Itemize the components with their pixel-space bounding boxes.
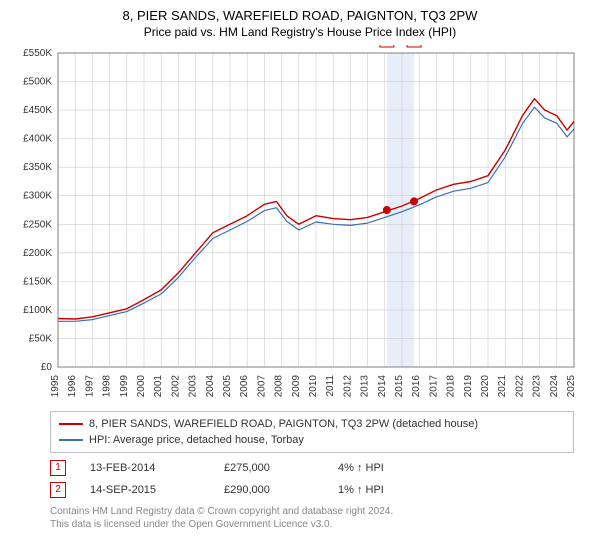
svg-text:2000: 2000	[136, 375, 147, 398]
svg-text:£400K: £400K	[23, 134, 52, 145]
svg-text:2024: 2024	[549, 375, 560, 398]
svg-text:2005: 2005	[222, 375, 233, 398]
legend-label: HPI: Average price, detached house, Torb…	[89, 432, 304, 448]
svg-text:2013: 2013	[360, 375, 371, 398]
svg-text:1: 1	[384, 45, 390, 46]
legend-box: 8, PIER SANDS, WAREFIELD ROAD, PAIGNTON,…	[50, 411, 574, 453]
chart-plot: £0 £50K £100K £150K £200K £250K £300K £350K £400…	[10, 45, 590, 405]
svg-text:2001: 2001	[153, 375, 164, 398]
svg-text:£550K: £550K	[23, 48, 52, 59]
svg-text:2010: 2010	[308, 375, 319, 398]
svg-text:2009: 2009	[291, 375, 302, 398]
chart-subtitle: Price paid vs. HM Land Registry's House …	[10, 25, 590, 39]
svg-text:£350K: £350K	[23, 162, 52, 173]
chart-container: 8, PIER SANDS, WAREFIELD ROAD, PAIGNTON,…	[0, 0, 600, 537]
sale-price: £275,000	[224, 457, 314, 479]
marker-index-box: 2	[50, 482, 66, 498]
table-row: 1 13-FEB-2014 £275,000 4% ↑ HPI	[50, 457, 574, 479]
svg-text:2007: 2007	[256, 375, 267, 398]
sale-price: £290,000	[224, 479, 314, 501]
chart-title: 8, PIER SANDS, WAREFIELD ROAD, PAIGNTON,…	[10, 8, 590, 23]
sale-diff: 1% ↑ HPI	[338, 479, 384, 501]
sales-table: 1 13-FEB-2014 £275,000 4% ↑ HPI 2 14-SEP…	[50, 457, 574, 501]
sale-diff: 4% ↑ HPI	[338, 457, 384, 479]
chart-svg: £0 £50K £100K £150K £200K £250K £300K £350K £400…	[10, 45, 590, 405]
credits: Contains HM Land Registry data © Crown c…	[50, 505, 574, 531]
svg-text:2008: 2008	[274, 375, 285, 398]
svg-text:1995: 1995	[50, 375, 61, 398]
svg-text:2018: 2018	[446, 375, 457, 398]
svg-text:2022: 2022	[514, 375, 525, 398]
svg-text:£450K: £450K	[23, 105, 52, 116]
svg-text:2012: 2012	[342, 375, 353, 398]
svg-text:2002: 2002	[170, 375, 181, 398]
marker-index-box: 1	[50, 460, 66, 476]
svg-text:2006: 2006	[239, 375, 250, 398]
svg-text:£500K: £500K	[23, 77, 52, 88]
svg-text:2017: 2017	[428, 375, 439, 398]
svg-text:1998: 1998	[102, 375, 113, 398]
svg-text:£200K: £200K	[23, 248, 52, 259]
legend-label: 8, PIER SANDS, WAREFIELD ROAD, PAIGNTON,…	[89, 416, 478, 432]
svg-text:2: 2	[411, 45, 417, 46]
svg-text:£0: £0	[41, 362, 53, 373]
table-row: 2 14-SEP-2015 £290,000 1% ↑ HPI	[50, 479, 574, 501]
svg-text:2014: 2014	[377, 375, 388, 398]
sale-date: 14-SEP-2015	[90, 479, 200, 501]
legend-item: HPI: Average price, detached house, Torb…	[59, 432, 565, 448]
svg-text:2011: 2011	[325, 375, 336, 397]
svg-text:2016: 2016	[411, 375, 422, 398]
svg-text:£100K: £100K	[23, 305, 52, 316]
svg-text:2021: 2021	[497, 375, 508, 398]
svg-text:2015: 2015	[394, 375, 405, 398]
svg-text:£150K: £150K	[23, 276, 52, 287]
svg-text:1996: 1996	[67, 375, 78, 398]
svg-text:£250K: £250K	[23, 219, 52, 230]
svg-text:£50K: £50K	[29, 333, 53, 344]
svg-text:1997: 1997	[84, 375, 95, 398]
svg-text:2019: 2019	[463, 375, 474, 398]
legend-swatch	[59, 439, 83, 441]
legend-item: 8, PIER SANDS, WAREFIELD ROAD, PAIGNTON,…	[59, 416, 565, 432]
credits-line: This data is licensed under the Open Gov…	[50, 518, 574, 531]
svg-text:2025: 2025	[566, 375, 577, 398]
svg-text:2003: 2003	[188, 375, 199, 398]
svg-text:1999: 1999	[119, 375, 130, 398]
legend-swatch	[59, 423, 83, 425]
svg-text:£300K: £300K	[23, 191, 52, 202]
sale-date: 13-FEB-2014	[90, 457, 200, 479]
svg-text:2004: 2004	[205, 375, 216, 398]
svg-text:2020: 2020	[480, 375, 491, 398]
credits-line: Contains HM Land Registry data © Crown c…	[50, 505, 574, 518]
svg-text:2023: 2023	[532, 375, 543, 398]
